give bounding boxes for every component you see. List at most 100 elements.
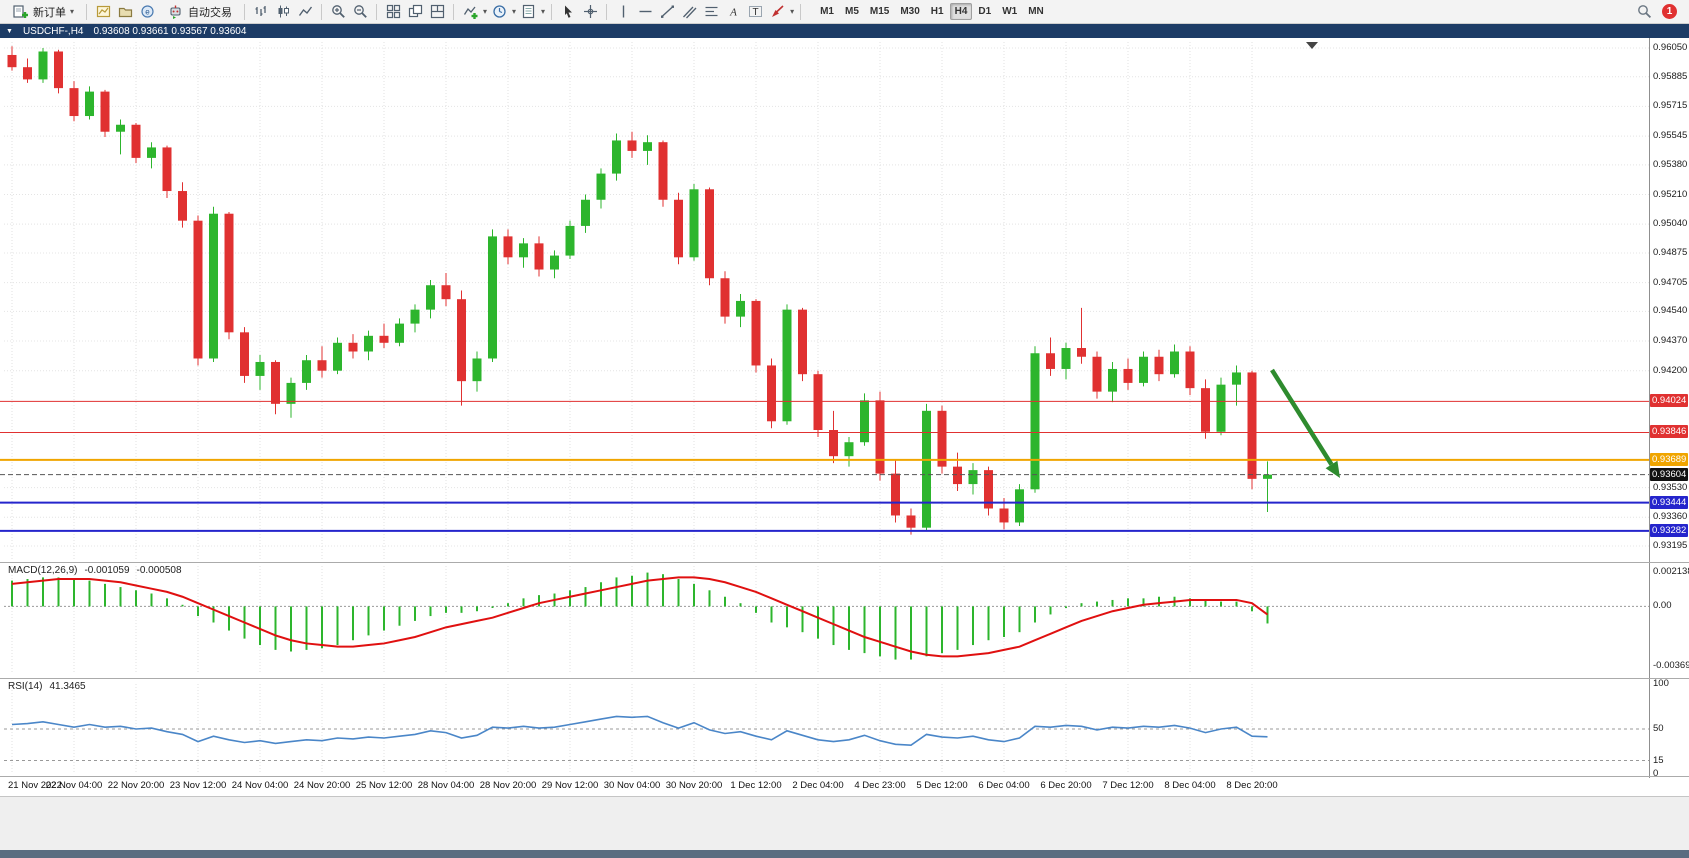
toolbar-separator <box>551 3 553 20</box>
new-order-label: 新订单 <box>33 6 66 19</box>
time-axis-label: 28 Nov 20:00 <box>479 780 537 791</box>
candle-body <box>317 360 327 371</box>
autotrading-button[interactable]: 自动交易 <box>159 2 238 22</box>
line-chart-icon[interactable] <box>295 2 315 22</box>
rsi-panel-splitter[interactable] <box>0 678 1689 679</box>
candlestick-chart-icon[interactable] <box>273 2 293 22</box>
chart-shift-marker[interactable] <box>1306 42 1318 49</box>
vertical-line-tool-icon[interactable] <box>613 2 633 22</box>
candle-body <box>612 140 621 174</box>
candle-body <box>891 473 900 516</box>
time-axis-label: 1 Dec 12:00 <box>730 780 782 791</box>
candle-body <box>193 220 203 359</box>
timeframe-button-mn[interactable]: MN <box>1028 6 1044 17</box>
macd-axis-label: 0.002138 <box>1653 565 1689 577</box>
candle-body <box>410 309 420 324</box>
timeframe-button-h1[interactable]: H1 <box>930 6 944 17</box>
candle-body <box>1046 353 1055 369</box>
level-price-badge: 0.93846 <box>1650 425 1689 439</box>
rsi-axis-label: 0 <box>1653 768 1659 779</box>
notification-badge[interactable]: 1 <box>1662 4 1677 19</box>
timeframe-button-d1[interactable]: D1 <box>978 6 992 17</box>
candle-body <box>674 199 683 258</box>
candle-body <box>38 51 48 80</box>
time-axis-label: 22 Nov 04:00 <box>45 780 103 791</box>
tile-windows-icon[interactable] <box>383 2 403 22</box>
autotrading-robot-icon <box>165 2 185 22</box>
price-axis-label: 0.94370 <box>1653 335 1688 347</box>
price-axis[interactable]: 0.96050 0.95885 0.95715 0.95545 0.95380 0.952… <box>1649 38 1689 779</box>
horizontal-line-tool-icon[interactable] <box>635 2 655 22</box>
candle-body <box>255 361 265 376</box>
price-axis-label: 0.96050 <box>1653 42 1688 53</box>
candles-layer <box>7 46 1272 535</box>
profiles-icon[interactable] <box>115 2 135 22</box>
candle-body <box>209 213 218 359</box>
candle-body <box>116 124 125 132</box>
collapse-triangle-icon[interactable]: ▼ <box>6 27 13 35</box>
trendline-tool-icon[interactable] <box>657 2 677 22</box>
zoom-in-icon[interactable] <box>328 2 348 22</box>
candle-body <box>100 91 110 132</box>
search-icon[interactable] <box>1634 2 1654 22</box>
time-axis-label: 29 Nov 12:00 <box>541 780 599 791</box>
metaeditor-icon[interactable]: e <box>137 2 157 22</box>
periods-clock-icon[interactable] <box>489 2 509 22</box>
toolbar-separator <box>86 3 88 20</box>
candle-body <box>720 278 730 317</box>
time-axis-label: 30 Nov 20:00 <box>665 780 723 791</box>
annotation-arrow-head[interactable] <box>1325 460 1340 478</box>
time-axis-label: 4 Dec 23:00 <box>854 780 906 791</box>
label-tool-icon[interactable]: T <box>745 2 765 22</box>
arrange-windows-icon[interactable] <box>427 2 447 22</box>
timeframe-button-m5[interactable]: M5 <box>844 6 859 17</box>
annotation-arrow[interactable] <box>1270 368 1334 466</box>
timeframe-button-m1[interactable]: M1 <box>820 6 834 17</box>
bar-chart-icon[interactable] <box>251 2 271 22</box>
rsi-line <box>11 715 1268 747</box>
candle-body <box>1247 372 1257 479</box>
zoom-out-icon[interactable] <box>350 2 370 22</box>
timeframe-button-h4[interactable]: H4 <box>949 3 973 20</box>
arrows-tool-icon[interactable] <box>767 2 787 22</box>
text-tool-icon[interactable]: A <box>723 2 743 22</box>
indicators-add-icon[interactable] <box>460 2 480 22</box>
time-axis-label: 7 Dec 12:00 <box>1102 780 1154 791</box>
chevron-down-icon[interactable]: ▾ <box>541 7 546 16</box>
new-order-icon <box>10 2 30 22</box>
macd-panel-splitter[interactable] <box>0 562 1689 563</box>
candle-body <box>581 199 590 226</box>
timeframe-button-w1[interactable]: W1 <box>1002 6 1018 17</box>
price-axis-label: 0.95715 <box>1653 100 1688 112</box>
cascade-windows-icon[interactable] <box>405 2 425 22</box>
crosshair-icon[interactable] <box>580 2 600 22</box>
new-chart-icon[interactable] <box>93 2 113 22</box>
candle-body <box>1154 356 1164 375</box>
channel-tool-icon[interactable] <box>679 2 699 22</box>
chevron-down-icon[interactable]: ▾ <box>512 7 517 16</box>
candle-body <box>534 243 544 270</box>
templates-icon[interactable] <box>518 2 538 22</box>
chart-canvas[interactable] <box>0 38 1649 778</box>
candle-body <box>1092 356 1102 392</box>
current-price-badge: 0.93604 <box>1650 467 1689 481</box>
new-order-button[interactable]: 新订单 ▾ <box>4 2 80 22</box>
cursor-icon[interactable] <box>558 2 578 22</box>
candle-body <box>457 299 466 382</box>
chart-area[interactable]: MACD(12,26,9) -0.001059 -0.000508 RSI(14… <box>0 38 1689 796</box>
time-axis[interactable]: 21 Nov 2022 22 Nov 04:00 22 Nov 20:00 23 No… <box>0 777 1649 796</box>
candle-body <box>1139 356 1148 383</box>
timeframe-button-m30[interactable]: M30 <box>900 6 920 17</box>
candle-body <box>7 54 17 68</box>
fibonacci-tool-icon[interactable] <box>701 2 721 22</box>
candle-body <box>953 466 962 485</box>
timeframe-button-m15[interactable]: M15 <box>869 6 890 17</box>
chevron-down-icon[interactable]: ▾ <box>790 7 795 16</box>
time-axis-label: 8 Dec 20:00 <box>1226 780 1278 791</box>
time-axis-label: 30 Nov 04:00 <box>603 780 661 791</box>
candle-body <box>1170 351 1179 375</box>
status-bar <box>0 850 1689 858</box>
svg-text:e: e <box>145 7 150 16</box>
chart-titlebar[interactable]: ▼ USDCHF-,H4 0.93608 0.93661 0.93567 0.9… <box>0 24 1689 38</box>
chevron-down-icon[interactable]: ▾ <box>483 7 488 16</box>
